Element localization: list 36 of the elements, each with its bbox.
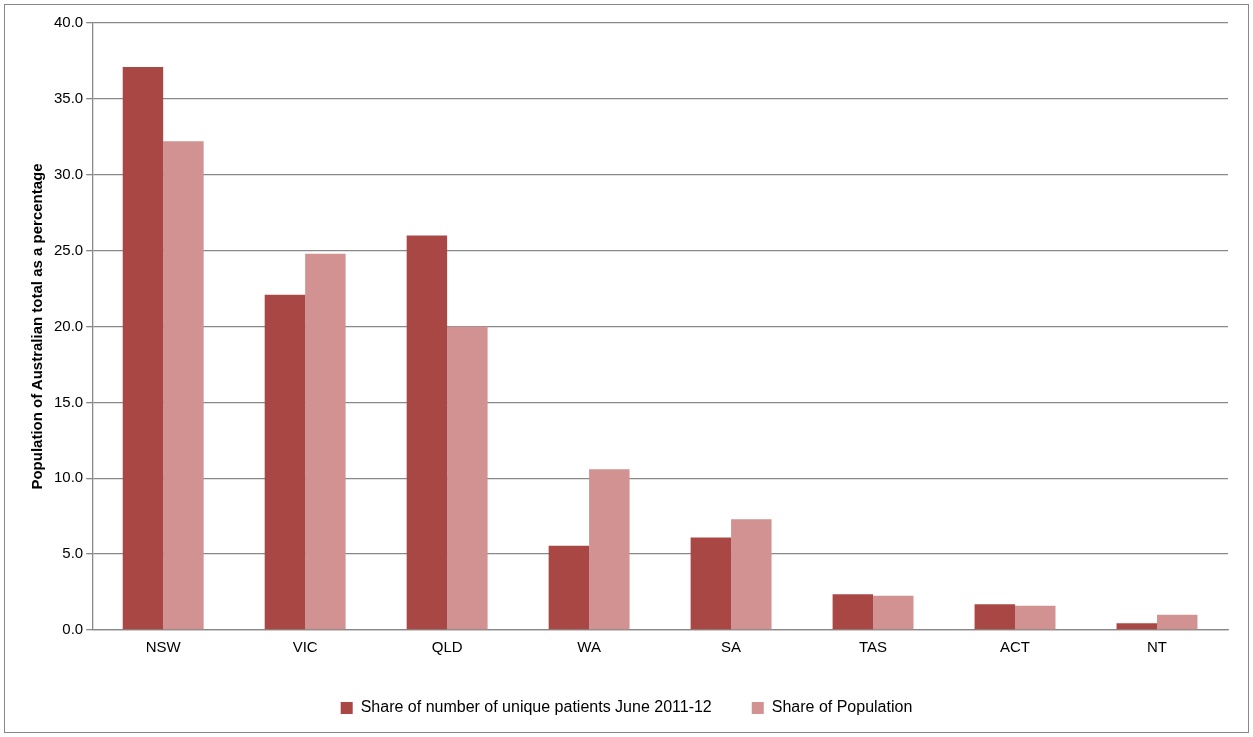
x-tick-label: ACT xyxy=(1000,638,1031,656)
bar xyxy=(832,594,874,630)
y-tick-label: 15.0 xyxy=(53,392,84,410)
bar xyxy=(974,604,1016,630)
bar xyxy=(163,141,204,630)
bar xyxy=(1157,614,1198,630)
bar xyxy=(122,67,164,630)
bar xyxy=(589,469,630,630)
y-tick-label: 30.0 xyxy=(53,164,84,182)
x-tick-label: NT xyxy=(1147,638,1168,656)
x-tick-label: VIC xyxy=(292,638,318,656)
bar xyxy=(406,235,448,630)
y-tick-label: 25.0 xyxy=(53,240,84,258)
bar xyxy=(305,253,346,630)
bar xyxy=(873,595,914,630)
x-tick-label: WA xyxy=(577,638,601,656)
bar xyxy=(1116,623,1158,630)
legend-label: Share of Population xyxy=(771,698,913,716)
x-tick-label: QLD xyxy=(431,638,463,656)
x-tick-label: NSW xyxy=(145,638,182,656)
y-tick-label: 10.0 xyxy=(53,468,84,486)
x-tick-label: TAS xyxy=(859,638,888,656)
legend-label: Share of number of unique patients June 2011-12 xyxy=(360,698,712,716)
y-tick-label: 40.0 xyxy=(53,13,84,31)
bar xyxy=(731,519,772,630)
bar xyxy=(548,545,590,630)
y-tick-label: 20.0 xyxy=(53,316,84,334)
y-tick-label: 35.0 xyxy=(53,89,84,107)
bar xyxy=(690,537,732,630)
bar xyxy=(264,294,306,630)
y-tick-label: 5.0 xyxy=(62,544,84,562)
y-axis-title: Population of Australian total as a percentage xyxy=(28,163,46,490)
x-tick-label: SA xyxy=(721,638,742,656)
bar xyxy=(447,326,488,630)
bar xyxy=(1015,605,1056,630)
y-tick-label: 0.0 xyxy=(62,620,84,638)
